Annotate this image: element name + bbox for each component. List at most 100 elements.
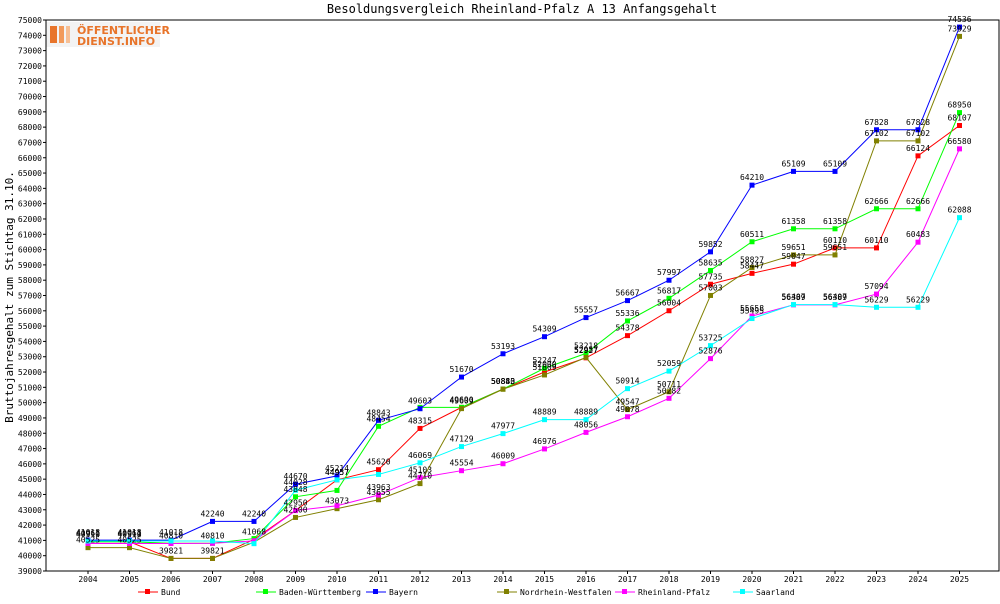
x-tick-label: 2017 (618, 575, 637, 584)
data-label: 49603 (408, 397, 432, 406)
x-axis: 2004 2005 2006 2007 2008 2009 2010 2011 2012 2013… (78, 571, 969, 584)
data-label: 57003 (698, 283, 722, 292)
data-label: 56389 (781, 293, 805, 302)
data-point (874, 245, 879, 251)
data-point (376, 467, 381, 473)
legend: Bund Baden-Württemberg Bayern Nordrhein-Wes… (138, 588, 795, 597)
data-label: 74536 (947, 15, 971, 24)
data-point (459, 468, 464, 474)
y-axis-label: Bruttojahresgehalt zum Stichtag 31.10. (3, 171, 16, 423)
data-point (874, 304, 879, 310)
data-label: 64210 (740, 173, 764, 182)
data-point (583, 350, 589, 356)
data-label: 41068 (242, 527, 266, 536)
y-tick-label: 42000 (18, 521, 42, 530)
x-tick-label: 2019 (701, 575, 720, 584)
data-point (85, 545, 91, 551)
data-label: 45214 (325, 464, 349, 473)
data-label: 49609 (449, 397, 473, 406)
data-point (915, 206, 921, 212)
data-point (417, 406, 423, 412)
data-point (791, 252, 796, 258)
data-point (625, 333, 630, 339)
data-label: 55495 (740, 307, 764, 316)
data-point (168, 555, 174, 561)
data-point (749, 265, 755, 271)
data-label: 60110 (823, 236, 847, 245)
series-line (88, 112, 960, 544)
data-label: 41018 (117, 528, 141, 537)
data-label: 60511 (740, 230, 764, 239)
data-point (542, 369, 547, 375)
data-point (957, 33, 962, 39)
data-label: 62088 (947, 206, 971, 215)
x-tick-label: 2015 (535, 575, 554, 584)
y-tick-label: 39000 (18, 567, 42, 576)
y-tick-label: 49000 (18, 414, 42, 423)
data-point (666, 295, 672, 301)
data-label: 53193 (491, 342, 515, 351)
data-label: 45620 (366, 458, 390, 467)
x-tick-label: 2012 (410, 575, 429, 584)
series-line (88, 217, 960, 545)
data-label: 56229 (906, 295, 930, 304)
y-tick-label: 72000 (18, 62, 42, 71)
data-label: 56004 (657, 299, 681, 308)
data-point (957, 215, 962, 221)
x-tick-label: 2022 (825, 575, 844, 584)
x-tick-label: 2006 (161, 575, 180, 584)
data-label: 67828 (906, 118, 930, 127)
data-point (210, 518, 215, 524)
data-label: 50883 (491, 377, 515, 386)
legend-label: Bayern (389, 588, 418, 597)
data-point (334, 477, 340, 483)
data-point (583, 315, 589, 321)
data-label: 40961 (117, 529, 141, 538)
data-label: 52000 (532, 360, 556, 369)
data-label: 43963 (366, 483, 390, 492)
data-label: 54378 (615, 324, 639, 333)
data-labels-layer: 40910 40910 41068 42950 44957 45620 48315 49690… (76, 15, 972, 555)
data-label: 48315 (408, 416, 432, 425)
x-tick-label: 2020 (742, 575, 761, 584)
data-label: 42950 (283, 499, 307, 508)
data-label: 40810 (159, 531, 183, 540)
data-point (708, 356, 713, 362)
y-tick-label: 44000 (18, 490, 42, 499)
data-label: 52247 (532, 356, 556, 365)
series-line (88, 26, 960, 541)
data-label: 44957 (325, 468, 349, 477)
x-tick-label: 2023 (867, 575, 886, 584)
y-tick-label: 62000 (18, 215, 42, 224)
data-label: 58827 (740, 256, 764, 265)
x-tick-label: 2021 (784, 575, 803, 584)
data-label: 59651 (781, 243, 805, 252)
data-point (957, 146, 962, 152)
legend-swatch-marker (145, 589, 150, 594)
y-tick-label: 56000 (18, 307, 42, 316)
y-tick-label: 43000 (18, 506, 42, 515)
data-label: 51670 (449, 365, 473, 374)
data-point (708, 267, 713, 273)
logo-mark-icon (50, 26, 70, 43)
logo-line2: DIENST.INFO (77, 35, 155, 48)
data-point (791, 226, 796, 232)
x-tick-label: 2024 (908, 575, 927, 584)
data-label: 46976 (532, 437, 556, 446)
legend-label: Bund (161, 588, 180, 597)
data-point (334, 503, 340, 509)
data-label: 44957 (325, 468, 349, 477)
data-point (334, 487, 340, 493)
data-label: 47977 (491, 422, 515, 431)
data-point (832, 168, 838, 174)
data-label: 65109 (781, 159, 805, 168)
legend-swatch-marker (622, 589, 627, 594)
data-point (832, 226, 838, 232)
data-label: 52957 (574, 345, 598, 354)
data-label: 53218 (574, 341, 598, 350)
data-point (915, 138, 921, 144)
data-label: 67102 (864, 129, 888, 138)
series-4 (85, 33, 962, 561)
data-point (334, 473, 340, 479)
